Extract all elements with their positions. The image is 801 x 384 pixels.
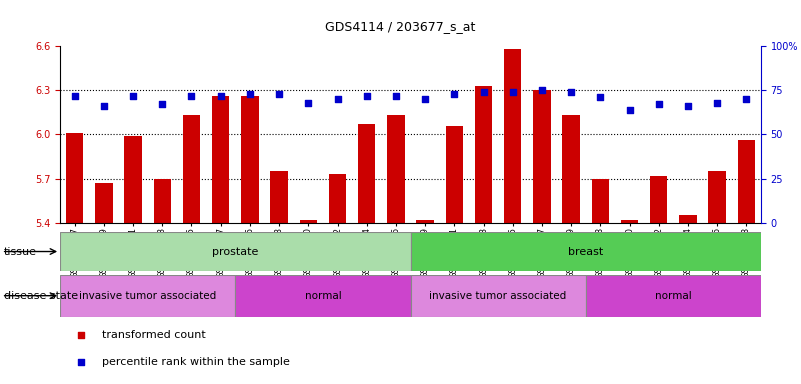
Point [302, 99, 315, 106]
Point [215, 93, 227, 99]
Bar [270, 171, 288, 223]
Point [244, 91, 256, 97]
Text: normal: normal [655, 291, 692, 301]
Bar [679, 215, 697, 223]
Point [389, 93, 402, 99]
Text: GDS4114 / 203677_s_at: GDS4114 / 203677_s_at [325, 20, 476, 33]
Bar [212, 96, 229, 223]
Point [477, 89, 490, 95]
Point [127, 93, 139, 99]
Point [74, 359, 87, 366]
Point [506, 89, 519, 95]
Point [448, 91, 461, 97]
Bar [328, 174, 346, 223]
Bar [586, 275, 761, 317]
Bar [300, 220, 317, 223]
Bar [60, 275, 235, 317]
Text: prostate: prostate [212, 247, 259, 257]
Point [740, 96, 753, 102]
Text: invasive tumor associated: invasive tumor associated [429, 291, 567, 301]
Bar [183, 115, 200, 223]
Text: transformed count: transformed count [103, 329, 206, 339]
Point [272, 91, 285, 97]
Bar [95, 183, 113, 223]
Bar [475, 86, 493, 223]
Bar [124, 136, 142, 223]
Point [682, 103, 694, 109]
Text: percentile rank within the sample: percentile rank within the sample [103, 358, 290, 367]
Text: invasive tumor associated: invasive tumor associated [79, 291, 216, 301]
Bar [445, 126, 463, 223]
Bar [241, 96, 259, 223]
Point [565, 89, 578, 95]
Bar [60, 232, 410, 271]
Text: disease state: disease state [4, 291, 78, 301]
Point [68, 93, 81, 99]
Point [360, 93, 373, 99]
Bar [417, 220, 434, 223]
Bar [533, 90, 550, 223]
Bar [592, 179, 609, 223]
Bar [650, 175, 667, 223]
Point [623, 107, 636, 113]
Bar [235, 275, 410, 317]
Bar [621, 220, 638, 223]
Point [594, 94, 606, 100]
Bar [708, 171, 726, 223]
Point [419, 96, 432, 102]
Bar [738, 140, 755, 223]
Bar [562, 115, 580, 223]
Bar [154, 179, 171, 223]
Point [331, 96, 344, 102]
Point [652, 101, 665, 108]
Text: tissue: tissue [4, 247, 37, 257]
Bar [410, 275, 586, 317]
Bar [504, 49, 521, 223]
Point [536, 87, 549, 93]
Point [185, 93, 198, 99]
Bar [387, 115, 405, 223]
Text: breast: breast [568, 247, 603, 257]
Bar [358, 124, 376, 223]
Bar [410, 232, 761, 271]
Bar [66, 133, 83, 223]
Point [74, 331, 87, 338]
Point [156, 101, 169, 108]
Text: normal: normal [304, 291, 341, 301]
Point [98, 103, 111, 109]
Point [710, 99, 723, 106]
